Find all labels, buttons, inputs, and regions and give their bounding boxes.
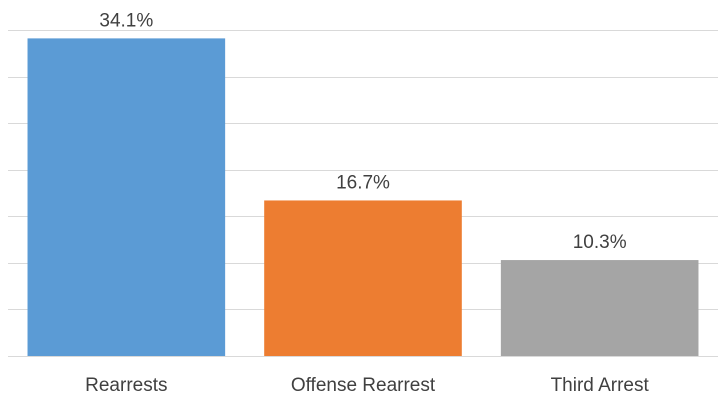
category-labels: Rearrests Offense Rearrest Third Arrest (85, 375, 649, 396)
x-tick-label: Offense Rearrest (291, 375, 436, 396)
data-label: 16.7% (336, 172, 390, 193)
data-labels: 34.1% 16.7% 10.3% (99, 10, 626, 253)
data-label: 34.1% (99, 10, 153, 31)
x-tick-label: Rearrests (85, 375, 167, 396)
bars (27, 38, 699, 356)
bar-rearrests (27, 38, 226, 356)
x-tick-label: Third Arrest (551, 375, 650, 396)
bar-third-arrest (500, 260, 699, 356)
data-label: 10.3% (573, 232, 627, 253)
bar-offense-rearrest (264, 200, 462, 356)
